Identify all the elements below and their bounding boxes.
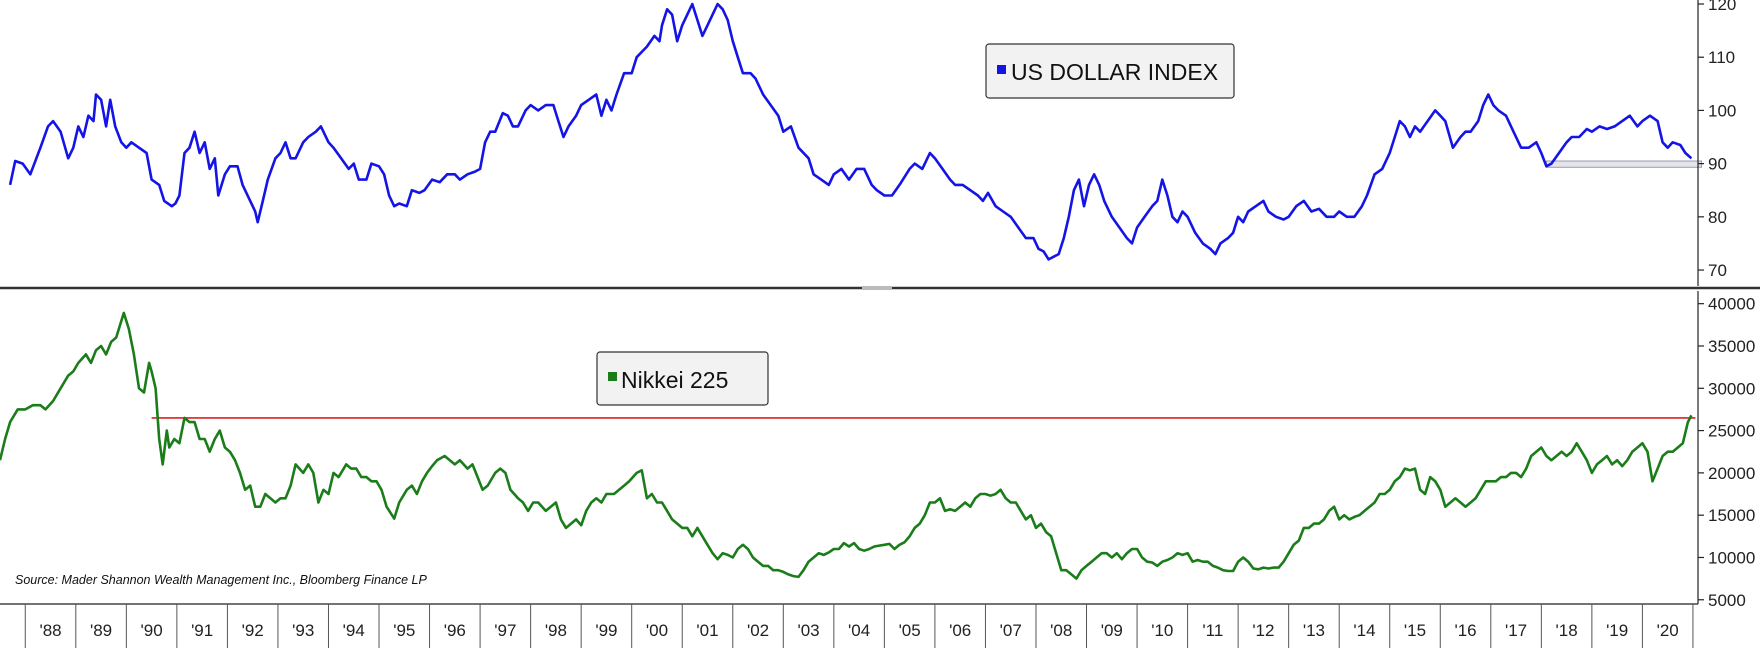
nikkei-y-tick-label: 35000 (1708, 337, 1755, 356)
dollar-index-y-axis: 70 80 90 100 110 120 (1698, 0, 1736, 280)
x-axis-year-label: '14 (1353, 621, 1375, 640)
x-axis-year-label: '04 (848, 621, 870, 640)
legend-box (985, 43, 1235, 99)
dollar-index-legend: US DOLLAR INDEX (985, 43, 1235, 99)
x-axis: '88 '89 '90 '91 '92 '93 '94 '95 '96 '97 '98 '99 '00 '… (24, 604, 1694, 648)
x-axis-year-label: '11 (1202, 621, 1223, 640)
dollar-index-y-tick-label: 110 (1708, 48, 1735, 67)
dollar-index-panel: 70 80 90 100 110 120 US DOLLAR INDEX (8, 0, 1736, 286)
x-axis-year-label: '15 (1404, 621, 1426, 640)
x-axis-year-label: '00 (646, 621, 668, 640)
nikkei-y-tick-label: 10000 (1708, 548, 1755, 567)
nikkei-y-tick-label: 20000 (1708, 464, 1755, 483)
x-axis-year-label: '98 (545, 621, 567, 640)
x-axis-year-label: '03 (797, 621, 819, 640)
legend-label-nikkei: Nikkei 225 (621, 367, 728, 393)
legend-swatch-nikkei (608, 372, 617, 381)
x-axis-year-label: '19 (1606, 621, 1628, 640)
x-axis-year-label: '89 (90, 621, 112, 640)
x-axis-year-label: '08 (1050, 621, 1072, 640)
x-axis-year-label: '93 (292, 621, 314, 640)
nikkei-legend: Nikkei 225 (596, 351, 769, 406)
x-axis-year-label: '09 (1101, 621, 1123, 640)
x-axis-year-label: '05 (899, 621, 921, 640)
nikkei-y-tick-label: 25000 (1708, 422, 1755, 441)
dollar-index-y-tick-label: 80 (1708, 208, 1727, 227)
nikkei-series-line (0, 311, 1693, 580)
dollar-index-support-band (1545, 160, 1702, 168)
dollar-index-y-tick-label: 90 (1708, 155, 1727, 174)
nikkei-y-tick-label: 5000 (1708, 591, 1746, 610)
x-axis-year-label: '97 (494, 621, 516, 640)
x-axis-year-label: '17 (1505, 621, 1527, 640)
x-axis-year-label: '02 (747, 621, 769, 640)
legend-swatch-dollar-index (997, 65, 1006, 74)
x-axis-year-label: '99 (595, 621, 617, 640)
legend-box (596, 351, 769, 406)
x-axis-year-label: '10 (1151, 621, 1173, 640)
x-axis-year-label: '01 (696, 621, 718, 640)
nikkei-y-axis: 5000 10000 15000 20000 25000 30000 35000 40000 (1698, 295, 1755, 610)
source-note: Source: Mader Shannon Wealth Management … (15, 573, 427, 587)
x-axis-year-label: '94 (343, 621, 365, 640)
x-axis-year-label: '12 (1252, 621, 1274, 640)
x-axis-year-label: '95 (393, 621, 415, 640)
nikkei-y-tick-label: 30000 (1708, 379, 1755, 398)
dollar-index-series-line (8, 2, 1693, 261)
x-axis-year-label: '07 (1000, 621, 1022, 640)
x-axis-year-label: '91 (191, 621, 213, 640)
x-axis-year-label: '16 (1454, 621, 1476, 640)
dollar-index-y-tick-label: 120 (1708, 0, 1736, 14)
legend-label-dollar-index: US DOLLAR INDEX (1011, 59, 1218, 85)
x-axis-year-label: '96 (444, 621, 466, 640)
x-axis-year-label: '06 (949, 621, 971, 640)
x-axis-year-label: '90 (141, 621, 163, 640)
x-axis-year-label: '13 (1303, 621, 1325, 640)
x-axis-year-label: '18 (1556, 621, 1578, 640)
nikkei-panel: 500010000150002000025000300003500040000 … (0, 291, 1755, 610)
dollar-index-annotations (1545, 160, 1702, 168)
panel-divider-handle[interactable] (862, 286, 892, 290)
nikkei-y-tick-label: 40000 (1708, 295, 1755, 314)
dollar-index-y-tick-label: 70 (1708, 261, 1727, 280)
x-axis-year-label: '20 (1657, 621, 1679, 640)
dollar-index-y-tick-label: 100 (1708, 101, 1736, 120)
nikkei-y-tick-label: 15000 (1708, 506, 1755, 525)
x-axis-year-label: '92 (242, 621, 264, 640)
x-axis-year-label: '88 (39, 621, 61, 640)
